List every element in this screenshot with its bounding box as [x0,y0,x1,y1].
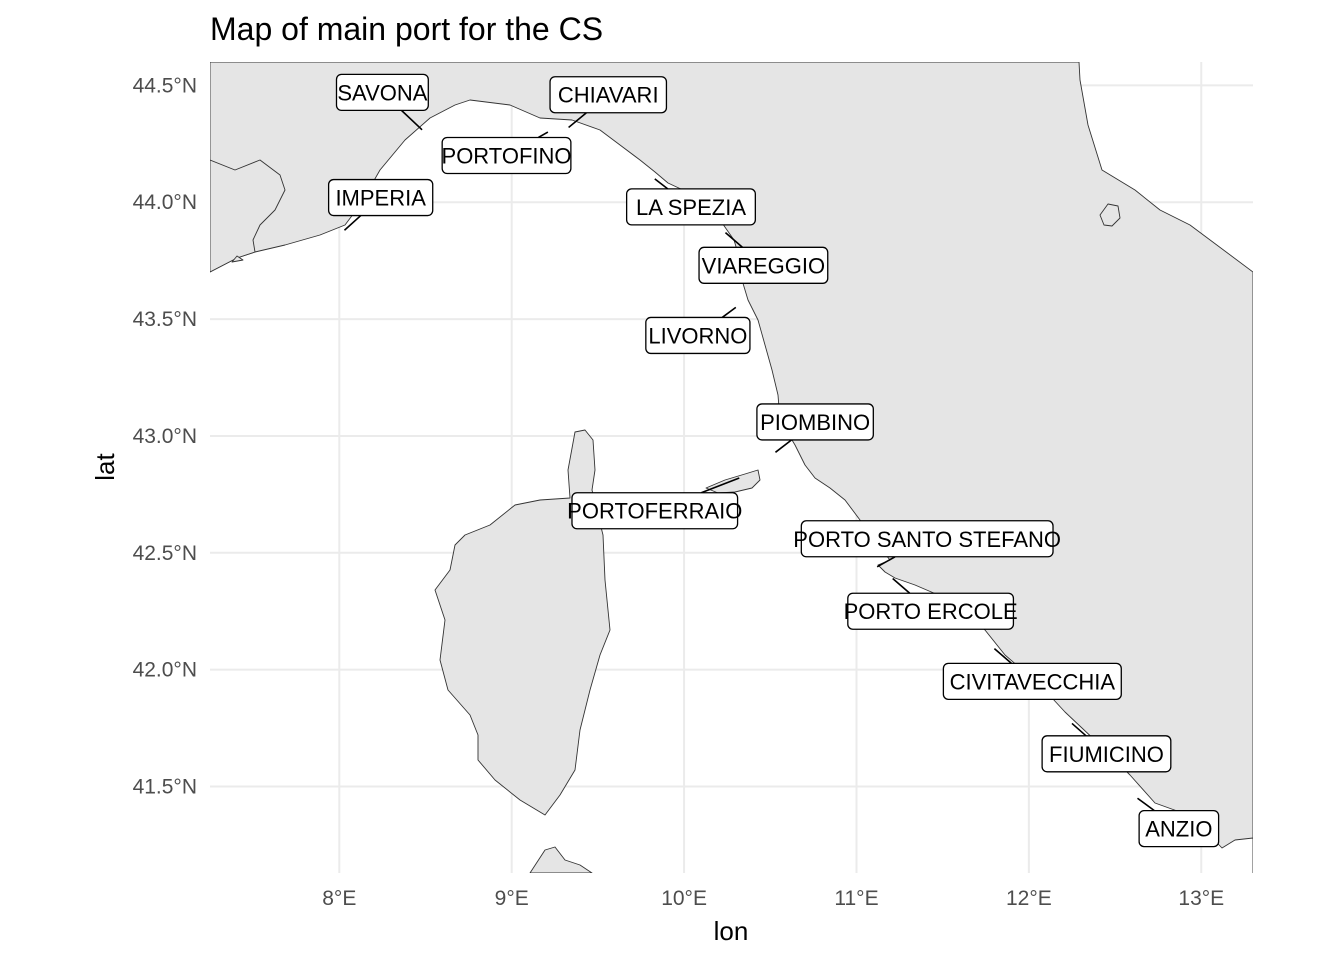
port-label-box [625,188,756,226]
port-leader-line [654,178,669,190]
port-leader-line [876,556,896,568]
port-name: PORTO SANTO STEFANO [793,527,1061,552]
port-label-box [800,520,1054,558]
small-islet [231,255,244,263]
port-name: LIVORNO [648,323,747,348]
port-label-box [942,662,1122,701]
leader-lines [343,109,1155,812]
port-leader-line [774,439,793,453]
chart-title: Map of main port for the CS [210,11,603,47]
port-label-box [335,73,429,112]
x-tick-label: 11°E [834,887,878,910]
y-tick-label: 43.0°N [133,425,197,448]
port-leader-line [343,214,362,231]
port-name: SAVONA [337,80,427,105]
port-name: PIOMBINO [760,410,870,435]
port-label: PORTO ERCOLE [844,592,1018,630]
port-leader-line [1071,722,1087,737]
port-name: FIUMICINO [1049,742,1164,767]
y-tick-label: 42.5°N [133,542,197,565]
port-name: ANZIO [1145,817,1212,842]
port-leader-line [700,477,740,494]
port-label: PORTO SANTO STEFANO [793,520,1061,558]
y-tick-label: 43.5°N [133,308,197,331]
port-leader-line [568,112,587,129]
port-label-box [441,136,572,175]
port-name: VIAREGGIO [702,253,825,278]
port-leader-line [993,648,1012,664]
port-leader-line [400,109,423,131]
x-axis-title: lon [714,916,749,946]
port-name: LA SPEZIA [636,195,746,220]
port-label-box [698,246,829,284]
y-axis-title: lat [90,452,120,480]
port-label: VIAREGGIO [698,246,829,284]
x-tick-label: 9°E [495,887,529,910]
port-label-box [549,76,668,114]
port-name: PORTOFINO [442,143,572,168]
port-leader-line [537,131,549,139]
x-tick-label: 12°E [1006,887,1052,910]
port-label-box [571,492,739,530]
port-label-box [327,178,434,217]
port-label: CHIAVARI [549,76,668,114]
port-name: CIVITAVECCHIA [950,669,1116,694]
france-border-region [210,159,286,273]
port-label-box [1138,809,1220,848]
port-label-box [645,316,751,355]
x-tick-label: 8°E [322,887,356,910]
y-tick-label: 44.0°N [133,191,197,214]
axes: 8°E 9°E 10°E 11°E 12°E 13°E 41.5°N 42.0°N 42.5°N… [133,74,1225,910]
port-label: PIOMBINO [756,403,874,441]
port-label: FIUMICINO [1041,735,1172,773]
port-label: PORTOFERRAIO [567,492,742,530]
port-label: SAVONA [335,73,429,112]
port-name: PORTO ERCOLE [844,599,1018,624]
land-layer [210,62,1253,873]
port-label: LIVORNO [645,316,751,355]
capraia-island [1099,203,1121,227]
y-tick-label: 41.5°N [133,776,197,799]
x-tick-label: 10°E [661,887,707,910]
port-label: IMPERIA [327,178,434,217]
x-tick-label: 13°E [1178,887,1224,910]
port-labels: SAVONA CHIAVARI PORTOFINO IMPERIA LA SPEZIA V… [327,73,1220,848]
port-leader-line [721,306,737,319]
port-name: IMPERIA [335,186,426,211]
port-name: CHIAVARI [558,83,659,108]
port-label-box [847,592,1015,630]
port-leader-line [892,577,911,594]
port-label: PORTOFINO [441,136,572,175]
y-tick-label: 42.0°N [133,659,197,682]
port-label: CIVITAVECCHIA [942,662,1122,701]
port-leader-line [1137,797,1155,812]
port-leader-line [724,232,744,248]
port-label-box [1041,735,1172,773]
mainland-land [210,62,1253,873]
port-label: LA SPEZIA [625,188,756,226]
y-tick-label: 44.5°N [133,74,197,97]
sardinia-island [529,846,593,873]
elba-island [705,469,761,494]
port-name: PORTOFERRAIO [567,499,742,524]
port-label-box [756,403,874,441]
corsica-island [434,429,611,816]
port-label: ANZIO [1138,809,1220,848]
